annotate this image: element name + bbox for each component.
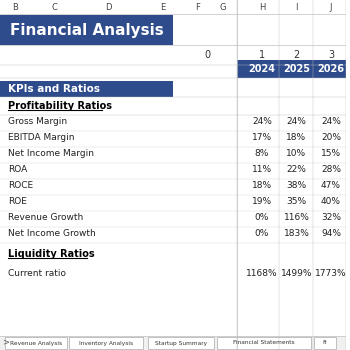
FancyBboxPatch shape: [69, 337, 143, 349]
Text: H: H: [259, 4, 265, 13]
Text: ROE: ROE: [8, 197, 27, 206]
Text: Fi: Fi: [323, 341, 327, 345]
Text: B: B: [12, 4, 18, 13]
Text: 8%: 8%: [255, 149, 269, 159]
Text: 0: 0: [204, 50, 211, 60]
Text: >: >: [2, 337, 9, 346]
Text: 11%: 11%: [252, 166, 272, 175]
Text: 17%: 17%: [252, 133, 272, 142]
Text: 1: 1: [259, 50, 265, 60]
Text: 116%: 116%: [284, 214, 309, 223]
Text: Net Income Growth: Net Income Growth: [8, 230, 96, 238]
Text: Net Income Margin: Net Income Margin: [8, 149, 94, 159]
Text: KPIs and Ratios: KPIs and Ratios: [8, 84, 100, 94]
Text: 19%: 19%: [252, 197, 272, 206]
Text: J: J: [330, 4, 332, 13]
Text: Revenue Analysis: Revenue Analysis: [10, 341, 62, 345]
Text: 15%: 15%: [321, 149, 341, 159]
Text: 2: 2: [293, 50, 300, 60]
Text: 47%: 47%: [321, 182, 341, 190]
Text: 28%: 28%: [321, 166, 341, 175]
Text: I: I: [295, 4, 298, 13]
Text: ROCE: ROCE: [8, 182, 33, 190]
Text: Financial Statements: Financial Statements: [233, 341, 295, 345]
Text: 2026: 2026: [317, 64, 344, 74]
FancyBboxPatch shape: [314, 337, 336, 349]
Text: 20%: 20%: [321, 133, 341, 142]
FancyBboxPatch shape: [0, 15, 173, 45]
Text: 1168%: 1168%: [246, 270, 278, 279]
Text: 24%: 24%: [321, 118, 341, 126]
Text: 18%: 18%: [252, 182, 272, 190]
Text: 183%: 183%: [284, 230, 309, 238]
Text: Profitability Ratios: Profitability Ratios: [8, 101, 112, 111]
Text: G: G: [219, 4, 225, 13]
Text: 24%: 24%: [286, 118, 306, 126]
Text: 0%: 0%: [255, 214, 269, 223]
Text: D: D: [105, 4, 112, 13]
Text: 3: 3: [328, 50, 334, 60]
FancyBboxPatch shape: [217, 337, 311, 349]
Text: 40%: 40%: [321, 197, 341, 206]
Text: 22%: 22%: [286, 166, 306, 175]
Text: Inventory Analysis: Inventory Analysis: [79, 341, 133, 345]
Text: Startup Summary: Startup Summary: [155, 341, 207, 345]
Text: 35%: 35%: [286, 197, 307, 206]
Text: 94%: 94%: [321, 230, 341, 238]
Text: ROA: ROA: [8, 166, 27, 175]
Text: 32%: 32%: [321, 214, 341, 223]
Text: C: C: [51, 4, 57, 13]
Text: Financial Analysis: Financial Analysis: [10, 22, 164, 37]
FancyBboxPatch shape: [148, 337, 215, 349]
Text: 1499%: 1499%: [281, 270, 312, 279]
Text: E: E: [160, 4, 166, 13]
Text: Liquidity Ratios: Liquidity Ratios: [8, 249, 94, 259]
FancyBboxPatch shape: [5, 337, 67, 349]
FancyBboxPatch shape: [237, 60, 346, 78]
Text: Revenue Growth: Revenue Growth: [8, 214, 83, 223]
Text: 10%: 10%: [286, 149, 307, 159]
Text: 2024: 2024: [248, 64, 275, 74]
Text: 0%: 0%: [255, 230, 269, 238]
Text: 18%: 18%: [286, 133, 307, 142]
Text: EBITDA Margin: EBITDA Margin: [8, 133, 75, 142]
Text: 2025: 2025: [283, 64, 310, 74]
Text: 38%: 38%: [286, 182, 307, 190]
Text: Gross Margin: Gross Margin: [8, 118, 67, 126]
FancyBboxPatch shape: [0, 336, 346, 350]
FancyBboxPatch shape: [0, 81, 173, 97]
Text: 24%: 24%: [252, 118, 272, 126]
Text: 1773%: 1773%: [315, 270, 347, 279]
Text: Current ratio: Current ratio: [8, 270, 66, 279]
Text: F: F: [195, 4, 200, 13]
